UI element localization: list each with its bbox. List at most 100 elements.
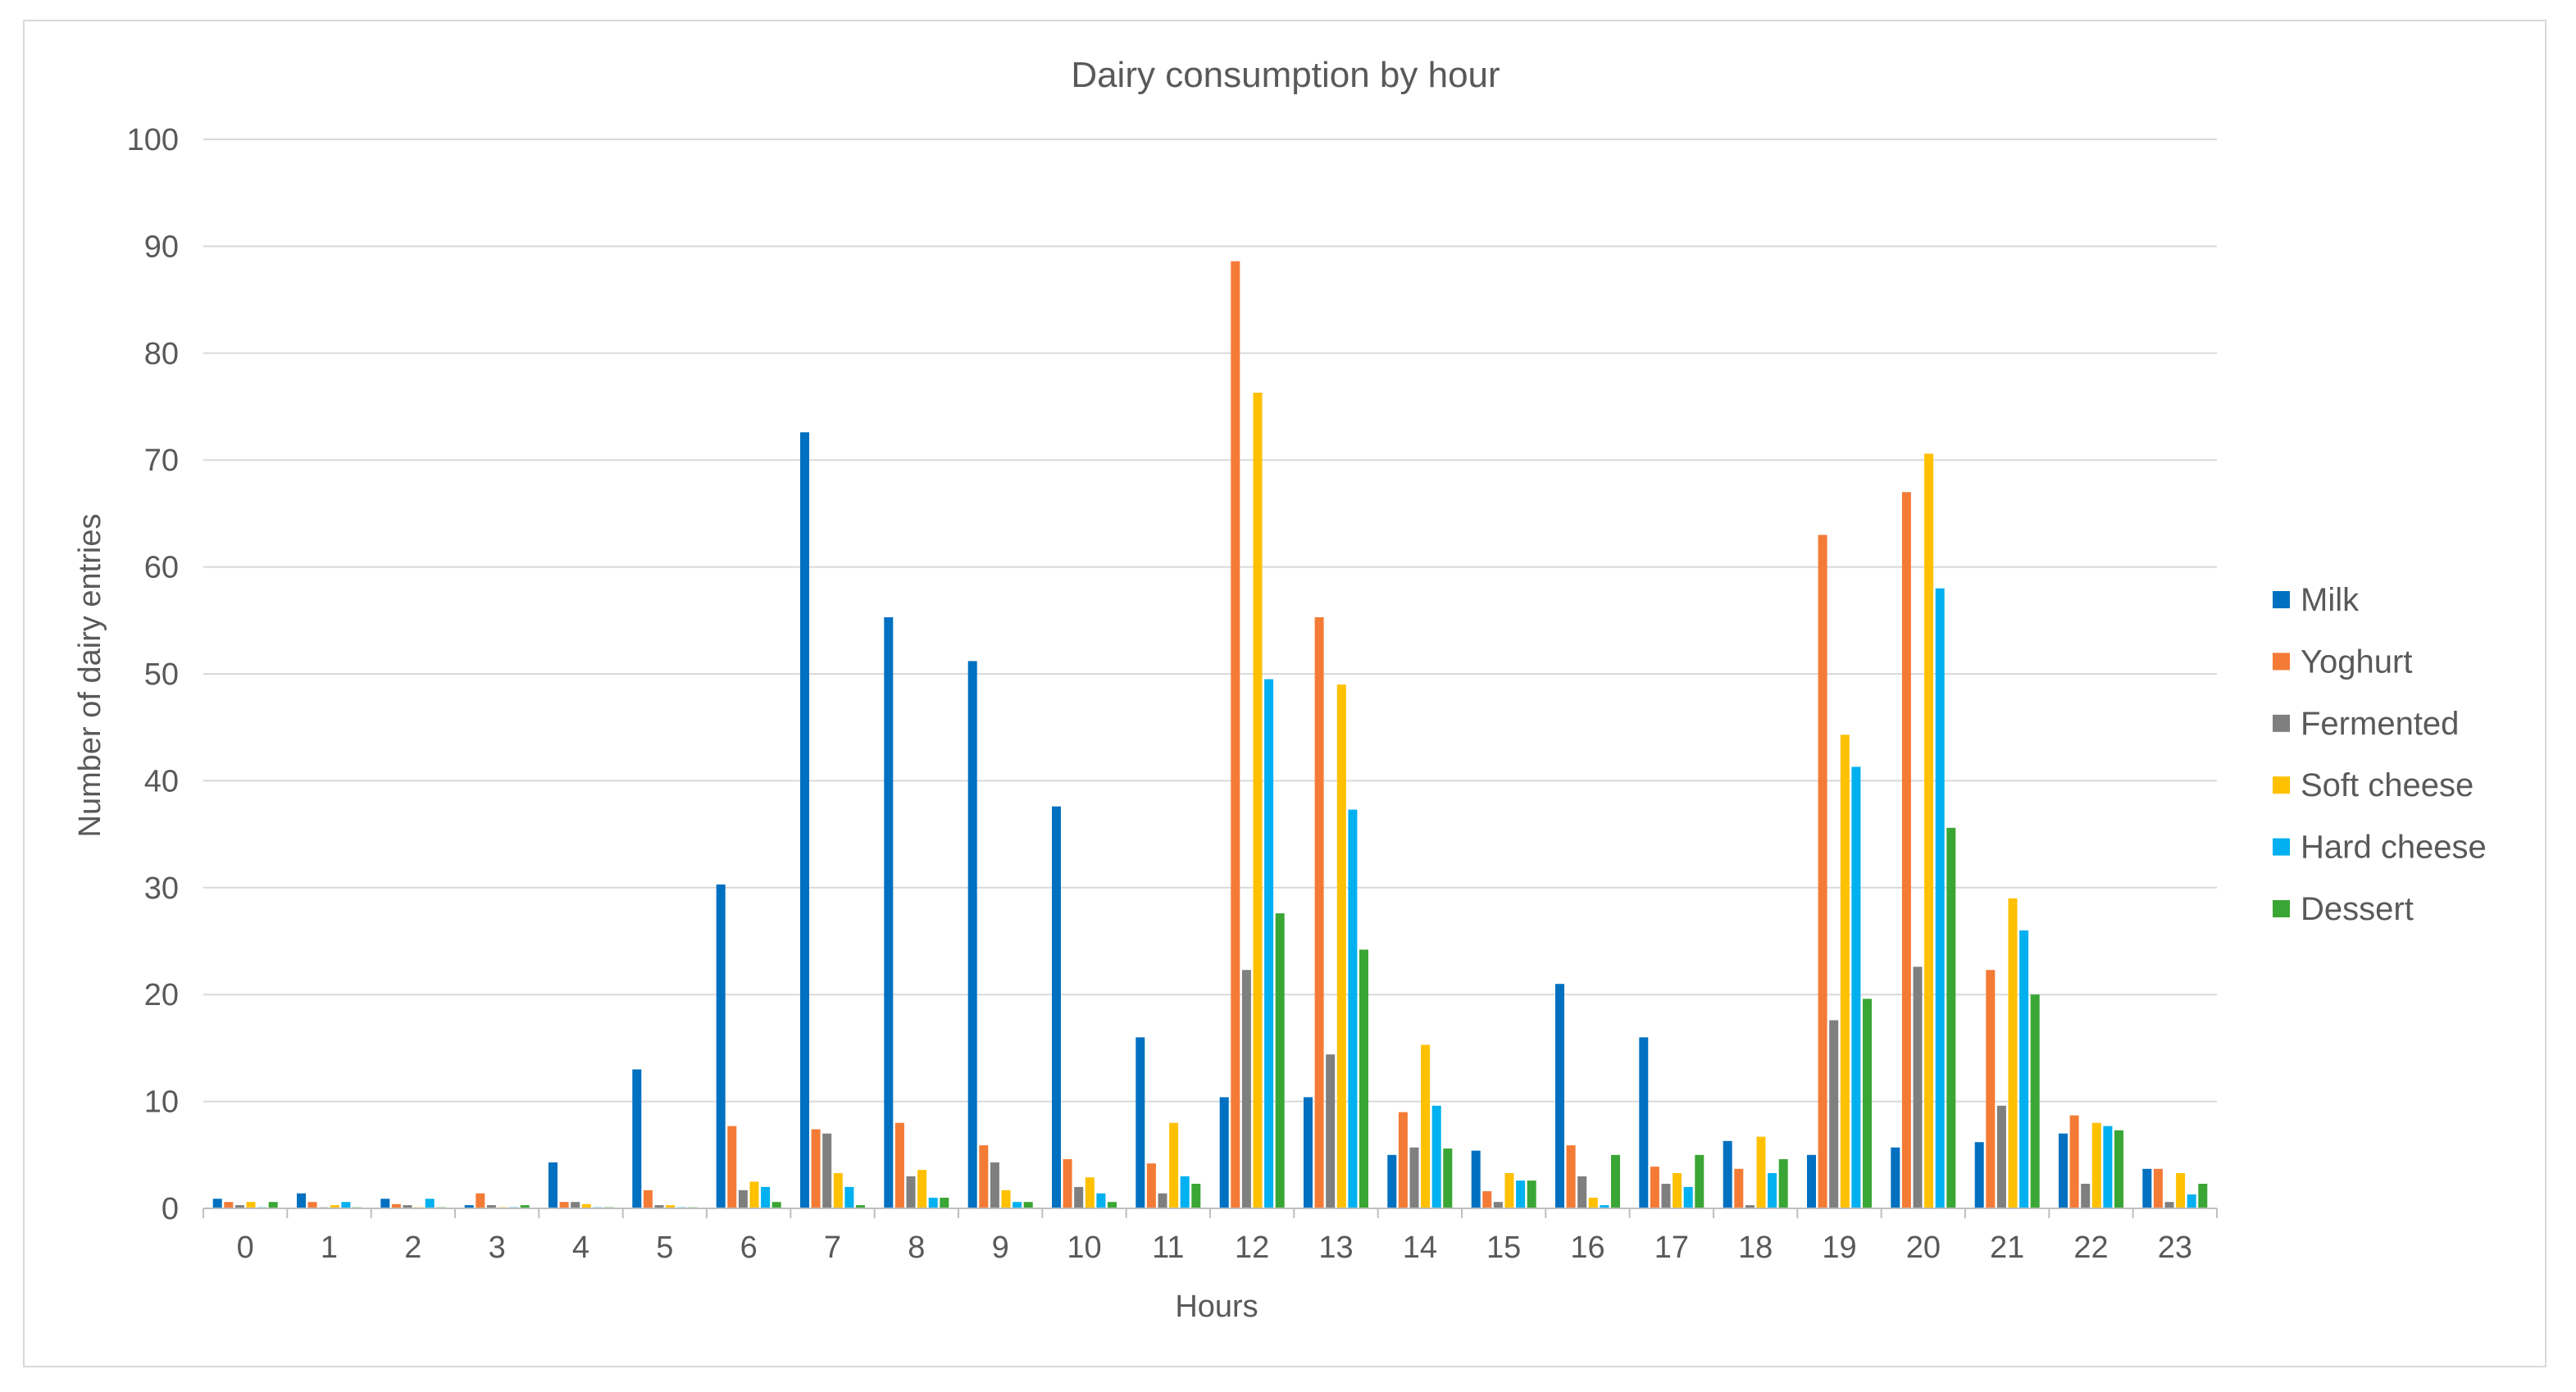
bar-milk-15 [1471, 1150, 1481, 1208]
bar-yoghurt-1 [307, 1202, 317, 1208]
bar-soft-cheese-10 [1085, 1177, 1095, 1208]
x-tick-label: 23 [2158, 1231, 2192, 1265]
bar-milk-19 [1807, 1154, 1816, 1208]
bar-milk-0 [212, 1199, 222, 1208]
x-tick-label: 19 [1822, 1231, 1856, 1265]
bar-hard-cheese-11 [1180, 1176, 1190, 1208]
bar-chart: Dairy consumption by hour 01020304050607… [73, 55, 2487, 1324]
x-tick-label: 1 [321, 1231, 338, 1265]
bar-yoghurt-5 [643, 1190, 653, 1208]
legend-swatch-yoghurt [2273, 653, 2290, 671]
bar-milk-8 [884, 616, 894, 1208]
y-tick-label: 0 [162, 1192, 179, 1226]
bar-dessert-3 [520, 1205, 530, 1208]
bar-milk-10 [1052, 806, 1061, 1208]
bar-milk-1 [297, 1193, 306, 1208]
x-tick-label: 4 [572, 1231, 589, 1265]
x-tick-label: 22 [2073, 1231, 2108, 1265]
bar-fermented-8 [906, 1176, 916, 1208]
x-tick-label: 0 [237, 1231, 254, 1265]
bar-hard-cheese-1 [341, 1202, 351, 1208]
gridlines [203, 139, 2217, 1103]
y-tick-label: 90 [144, 230, 179, 264]
bar-soft-cheese-11 [1169, 1122, 1179, 1208]
x-tick-label: 21 [1990, 1231, 2024, 1265]
bar-hard-cheese-22 [2103, 1126, 2113, 1208]
bar-fermented-17 [1661, 1184, 1671, 1208]
bar-hard-cheese-9 [1013, 1202, 1022, 1208]
bar-yoghurt-13 [1314, 616, 1324, 1208]
bar-hard-cheese-21 [2019, 930, 2029, 1208]
legend-label-dessert: Dessert [2301, 891, 2414, 927]
bar-milk-9 [967, 661, 977, 1208]
bar-yoghurt-18 [1734, 1168, 1744, 1208]
bar-yoghurt-23 [2153, 1168, 2163, 1208]
bar-yoghurt-15 [1482, 1191, 1492, 1208]
bar-fermented-15 [1493, 1202, 1503, 1208]
bar-soft-cheese-5 [666, 1205, 676, 1208]
bar-fermented-14 [1409, 1147, 1419, 1208]
bar-soft-cheese-20 [1924, 453, 1934, 1208]
bar-hard-cheese-14 [1431, 1105, 1441, 1208]
bar-hard-cheese-23 [2187, 1194, 2196, 1208]
bar-yoghurt-3 [476, 1193, 485, 1208]
bar-fermented-6 [738, 1190, 748, 1208]
bar-fermented-13 [1326, 1054, 1336, 1208]
legend-swatch-dessert [2273, 900, 2290, 917]
legend-label-milk: Milk [2301, 582, 2360, 618]
bar-hard-cheese-6 [761, 1186, 771, 1208]
bar-yoghurt-6 [727, 1126, 737, 1208]
bar-yoghurt-7 [811, 1129, 821, 1208]
bars [212, 261, 2208, 1209]
bar-hard-cheese-19 [1851, 767, 1861, 1208]
bar-dessert-9 [1023, 1202, 1033, 1208]
legend: Milk Yoghurt Fermented Soft cheese Hard chee… [2273, 582, 2487, 927]
x-tick-label: 10 [1067, 1231, 1101, 1265]
y-tick-label: 30 [144, 871, 179, 906]
x-tick-label: 7 [824, 1231, 841, 1265]
bar-milk-3 [464, 1205, 474, 1208]
bar-yoghurt-0 [224, 1202, 234, 1208]
x-tick-label: 11 [1152, 1231, 1184, 1265]
x-tick-label: 8 [908, 1231, 925, 1265]
bar-yoghurt-19 [1818, 535, 1827, 1208]
bar-dessert-17 [1695, 1154, 1704, 1208]
bar-milk-16 [1555, 984, 1564, 1208]
bar-fermented-4 [571, 1202, 580, 1208]
bar-soft-cheese-19 [1840, 735, 1850, 1208]
bar-soft-cheese-23 [2176, 1173, 2186, 1208]
x-tick-label: 14 [1403, 1231, 1437, 1265]
legend-swatch-hard-cheese [2273, 838, 2290, 856]
x-tick-label: 15 [1486, 1231, 1521, 1265]
bar-milk-4 [548, 1162, 558, 1208]
x-tick-label: 13 [1318, 1231, 1353, 1265]
bar-fermented-19 [1829, 1020, 1839, 1208]
y-tick-label: 40 [144, 764, 179, 798]
y-tick-label: 70 [144, 444, 179, 478]
bar-dessert-22 [2114, 1130, 2123, 1208]
x-tick-label: 18 [1738, 1231, 1773, 1265]
bar-hard-cheese-13 [1348, 809, 1358, 1208]
bar-hard-cheese-18 [1768, 1173, 1777, 1208]
y-tick-label: 80 [144, 337, 179, 371]
x-axis-tick-labels: 0 1 2 3 4 5 6 7 8 9 10 11 12 13 14 15 16 17 18 19 20 21 22 23 [237, 1231, 2192, 1265]
y-axis-tick-labels: 0 10 20 30 40 50 60 70 80 90 100 [127, 123, 179, 1226]
x-tick-label: 20 [1906, 1231, 1941, 1265]
bar-yoghurt-2 [391, 1203, 401, 1208]
bar-milk-21 [1974, 1142, 1984, 1208]
y-tick-label: 10 [144, 1085, 179, 1120]
bar-milk-18 [1723, 1140, 1732, 1208]
x-tick-label: 9 [992, 1231, 1009, 1265]
bar-dessert-18 [1778, 1159, 1788, 1208]
bar-dessert-21 [2030, 994, 2040, 1208]
bar-soft-cheese-17 [1673, 1173, 1682, 1208]
bar-dessert-16 [1611, 1154, 1620, 1208]
bar-fermented-21 [1996, 1105, 2006, 1208]
chart-frame: Dairy consumption by hour 0 10 20 30 40 50 60 7… [23, 20, 2546, 1367]
bar-yoghurt-8 [894, 1122, 904, 1208]
bar-dessert-7 [856, 1205, 865, 1208]
x-tick-label: 12 [1235, 1231, 1269, 1265]
legend-swatch-fermented [2273, 714, 2290, 732]
y-tick-label: 50 [144, 657, 179, 692]
bar-yoghurt-11 [1146, 1163, 1156, 1208]
